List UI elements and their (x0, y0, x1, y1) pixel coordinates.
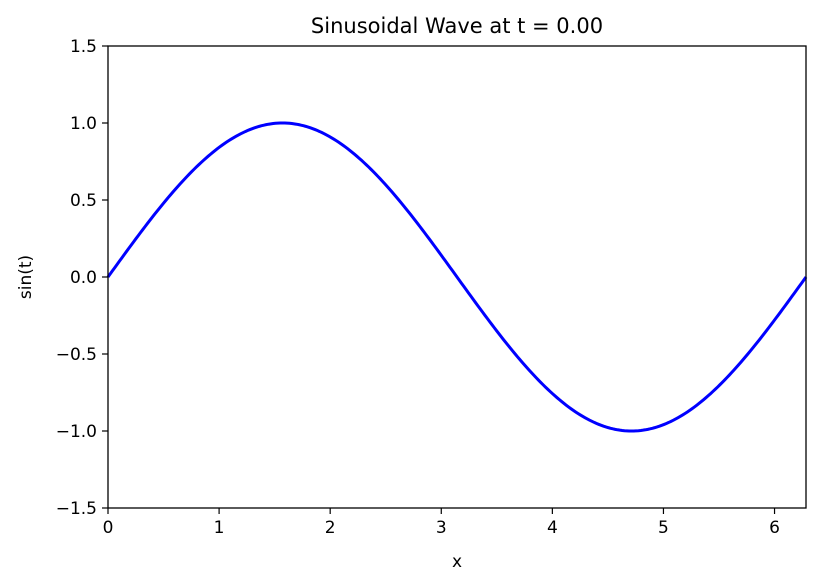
plot-area (106, 45, 808, 509)
y-tick-label: −0.5 (56, 345, 97, 365)
x-tick-label: 3 (436, 518, 447, 538)
y-tick-label: 0.5 (70, 191, 97, 211)
chart-title: Sinusoidal Wave at t = 0.00 (311, 14, 603, 38)
x-tick-label: 6 (769, 518, 780, 538)
y-tick-label: 1.0 (70, 114, 97, 134)
series-line-sin (106, 121, 808, 433)
x-axis-ticks: 0 1 2 3 4 5 6 (103, 508, 780, 538)
x-axis-label: x (452, 552, 462, 572)
x-tick-label: 5 (658, 518, 669, 538)
y-axis-label: sin(t) (16, 255, 36, 299)
y-tick-label: −1.5 (56, 499, 97, 519)
y-axis-ticks: −1.5 −1.0 −0.5 0.0 0.5 1.0 1.5 (56, 37, 108, 519)
x-tick-label: 2 (325, 518, 336, 538)
x-tick-label: 0 (103, 518, 114, 538)
y-tick-label: 1.5 (70, 37, 97, 57)
x-tick-label: 1 (214, 518, 225, 538)
y-tick-label: −1.0 (56, 422, 97, 442)
x-tick-label: 4 (547, 518, 558, 538)
y-tick-label: 0.0 (70, 268, 97, 288)
